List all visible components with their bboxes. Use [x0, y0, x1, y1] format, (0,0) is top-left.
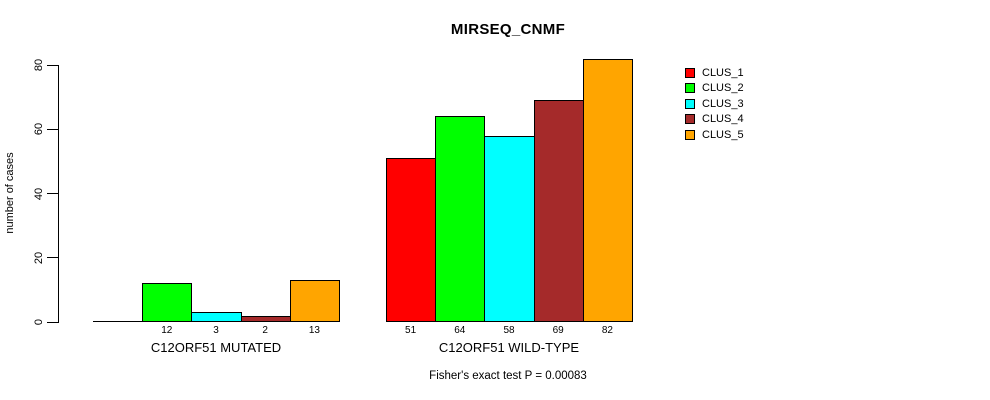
legend-swatch-clus-3: [685, 98, 695, 109]
bar-clus-4-c12orf51-mutated: [240, 315, 291, 322]
legend-item-label: CLUS_1: [702, 66, 744, 79]
y-tick: [47, 193, 58, 194]
x-category-label: C12ORF51 WILD-TYPE: [438, 340, 580, 355]
bar-clus-5-c12orf51-mutated: [289, 280, 340, 322]
bar-value-label: 12: [161, 325, 173, 336]
bar-value-label: 3: [213, 325, 219, 336]
bar-clus-4-c12orf51-wild-type: [533, 100, 584, 322]
bar-clus-2-c12orf51-wild-type: [435, 116, 486, 322]
y-tick: [47, 257, 58, 259]
bar-value-label: 13: [308, 325, 320, 336]
bar-value-label: 51: [405, 325, 417, 336]
bar-value-label: 2: [262, 325, 268, 336]
bar-value-label: 69: [552, 325, 564, 336]
y-axis-line: [58, 65, 59, 323]
bar-value-label: 82: [601, 325, 613, 336]
bar-clus-1-c12orf51-mutated: [93, 321, 144, 322]
bar-clus-5-c12orf51-wild-type: [582, 58, 633, 322]
legend-item-label: CLUS_2: [702, 82, 744, 95]
bar-value-label: 58: [503, 325, 515, 336]
x-category-label: C12ORF51 MUTATED: [150, 340, 282, 355]
y-tick: [47, 64, 58, 66]
y-tick-label: 0: [33, 318, 45, 326]
legend-item-label: CLUS_3: [702, 97, 744, 110]
legend-item: CLUS_3: [685, 96, 744, 112]
y-axis-label: number of cases: [4, 152, 16, 234]
legend-item: CLUS_1: [685, 65, 744, 81]
legend-item-label: CLUS_4: [702, 113, 744, 126]
legend-swatch-clus-2: [685, 83, 695, 94]
legend-swatch-clus-1: [685, 67, 695, 78]
legend: CLUS_1 CLUS_2 CLUS_3 CLUS_4 CLUS_5: [685, 65, 744, 143]
bar-clus-2-c12orf51-mutated: [142, 283, 193, 322]
legend-item: CLUS_4: [685, 112, 744, 128]
chart-title: MIRSEQ_CNMF: [450, 21, 566, 38]
y-tick: [47, 128, 58, 130]
legend-item-label: CLUS_5: [702, 128, 744, 141]
y-tick-label: 40: [33, 187, 45, 200]
legend-item: CLUS_5: [685, 127, 744, 143]
y-tick-label: 20: [33, 251, 45, 264]
bar-clus-1-c12orf51-wild-type: [386, 158, 437, 322]
y-tick-label: 60: [33, 123, 45, 136]
bar-value-label: 64: [454, 325, 466, 336]
y-tick-label: 80: [33, 58, 45, 72]
bar-clus-3-c12orf51-mutated: [191, 312, 242, 322]
legend-item: CLUS_2: [685, 81, 744, 97]
fisher-test-annotation: Fisher's exact test P = 0.00083: [429, 370, 587, 382]
bar-clus-3-c12orf51-wild-type: [484, 135, 535, 322]
legend-swatch-clus-4: [685, 114, 695, 125]
y-tick: [47, 321, 58, 323]
legend-swatch-clus-5: [685, 129, 695, 140]
